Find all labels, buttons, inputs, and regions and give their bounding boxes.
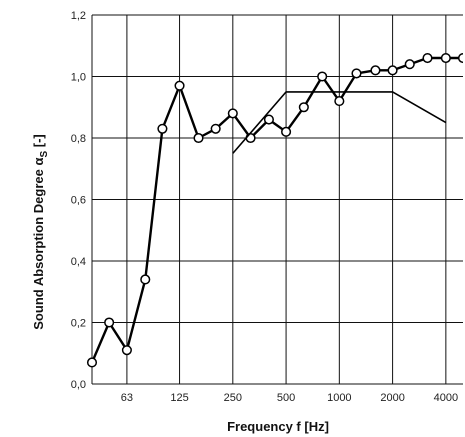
x-tick-labels: 63 125 250 500 1000 2000 4000 [121,392,458,404]
x-tick-label: 500 [277,392,295,404]
series-reference-line [232,91,447,154]
data-point-measured [210,123,221,134]
data-point-measured [404,59,415,70]
series-layer [86,53,463,368]
data-point-measured [370,65,381,76]
data-point-measured [351,68,362,79]
x-axis-title: Frequency f [Hz] [227,419,329,434]
data-point-measured [317,71,328,82]
data-point-measured [334,96,345,107]
data-point-measured [387,65,398,76]
y-axis-title-subscript: S [39,151,50,158]
x-tick-label: 125 [170,392,188,404]
data-point-measured [422,53,433,64]
data-point-measured [263,114,274,125]
y-tick-label: 0,4 [71,256,86,268]
y-axis-title-main: Sound Absorption Degree α [31,158,46,330]
series-measured-line [90,56,463,363]
data-point-measured [245,132,256,144]
x-tick-label: 63 [121,392,133,404]
y-tick-label: 1,2 [71,10,86,22]
y-tick-label: 0,0 [71,379,86,391]
y-tick-label: 1,0 [71,72,86,84]
y-tick-labels: 0,0 0,2 0,4 0,6 0,8 1,0 1,2 [71,10,86,391]
data-point-measured [227,108,238,119]
data-point-measured [121,345,132,356]
data-point-measured [440,53,451,64]
data-point-measured [157,123,168,134]
y-axis-title: Sound Absorption Degree αS [-] [31,134,50,329]
grid-layer [91,14,463,385]
y-axis-title-unit: [-] [31,134,46,151]
x-tick-label: 2000 [380,392,404,404]
x-tick-label: 4000 [434,392,458,404]
y-tick-label: 0,8 [71,133,86,145]
data-point-measured [193,132,204,144]
data-point-measured [298,102,309,113]
data-point-measured [174,80,185,91]
data-point-measured [86,357,98,368]
data-point-measured [457,53,463,64]
data-point-measured [104,317,115,328]
x-tick-label: 250 [224,392,242,404]
x-tick-label: 1000 [327,392,351,404]
y-tick-label: 0,2 [71,318,86,330]
y-tick-label: 0,6 [71,195,86,207]
data-point-measured [281,126,292,137]
data-point-measured [140,274,151,285]
